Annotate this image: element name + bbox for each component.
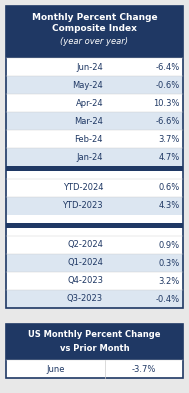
Bar [6, 171, 183, 179]
Text: Jun-24: Jun-24 [76, 62, 103, 72]
Bar [6, 6, 183, 308]
Text: 4.3%: 4.3% [159, 202, 180, 211]
Bar [6, 324, 183, 360]
Bar [6, 215, 183, 223]
Bar [6, 112, 183, 130]
Text: 10.3%: 10.3% [153, 99, 180, 108]
Text: 0.3%: 0.3% [159, 259, 180, 268]
Bar [6, 58, 183, 76]
Bar [6, 166, 183, 171]
Bar [6, 197, 183, 215]
Bar [6, 94, 183, 112]
Bar [6, 76, 183, 94]
Text: 0.9%: 0.9% [159, 241, 180, 250]
Text: -3.7%: -3.7% [132, 364, 156, 373]
Bar [6, 290, 183, 308]
Bar [6, 179, 183, 197]
Bar [6, 228, 183, 236]
Text: Composite Index: Composite Index [52, 24, 137, 33]
Text: Q2-2024: Q2-2024 [67, 241, 103, 250]
Text: YTD-2023: YTD-2023 [63, 202, 103, 211]
Bar [6, 272, 183, 290]
Text: Mar-24: Mar-24 [74, 116, 103, 125]
Text: Q1-2024: Q1-2024 [67, 259, 103, 268]
Text: June: June [46, 364, 65, 373]
Text: Monthly Percent Change: Monthly Percent Change [32, 13, 157, 22]
Text: Q3-2023: Q3-2023 [67, 294, 103, 303]
Bar [6, 223, 183, 228]
Text: 0.6%: 0.6% [159, 184, 180, 193]
Text: Feb-24: Feb-24 [75, 134, 103, 143]
Text: -6.6%: -6.6% [156, 116, 180, 125]
Bar [6, 324, 183, 378]
Bar [6, 236, 183, 254]
Bar [6, 360, 183, 378]
Text: -6.4%: -6.4% [156, 62, 180, 72]
Text: 4.7%: 4.7% [159, 152, 180, 162]
Bar [6, 130, 183, 148]
Text: Q4-2023: Q4-2023 [67, 277, 103, 285]
Text: vs Prior Month: vs Prior Month [60, 344, 129, 353]
Text: Apr-24: Apr-24 [75, 99, 103, 108]
Text: Jan-24: Jan-24 [77, 152, 103, 162]
Text: YTD-2024: YTD-2024 [63, 184, 103, 193]
Text: (year over year): (year over year) [60, 37, 129, 46]
Bar [6, 254, 183, 272]
Text: -0.6%: -0.6% [156, 81, 180, 90]
Text: -0.4%: -0.4% [156, 294, 180, 303]
Text: US Monthly Percent Change: US Monthly Percent Change [28, 330, 161, 339]
Text: 3.7%: 3.7% [159, 134, 180, 143]
Text: May-24: May-24 [72, 81, 103, 90]
Text: 3.2%: 3.2% [159, 277, 180, 285]
Bar [6, 6, 183, 58]
Bar [6, 148, 183, 166]
